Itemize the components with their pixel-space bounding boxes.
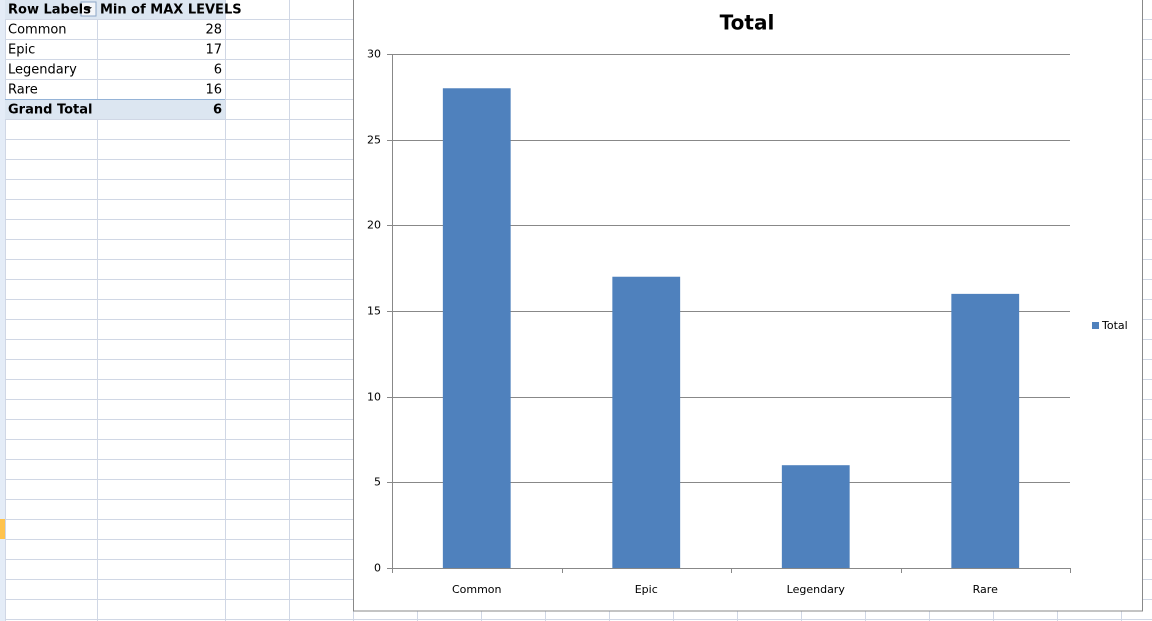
row-header-strip <box>0 0 5 621</box>
bar <box>781 465 850 568</box>
total-label: Grand Total <box>8 103 92 118</box>
y-tick-label: 30 <box>367 48 381 61</box>
header-row-bg <box>5 0 225 19</box>
y-tick-label: 0 <box>374 562 381 575</box>
row-label: Rare <box>8 83 38 98</box>
x-tick-label: Common <box>452 583 502 596</box>
x-tick-label: Rare <box>973 583 998 596</box>
legend-swatch <box>1092 322 1099 329</box>
row-label: Epic <box>8 43 35 58</box>
table-header: Min of MAX LEVELS <box>100 3 242 18</box>
bar <box>951 293 1020 568</box>
row-label: Legendary <box>8 63 77 78</box>
active-row-marker <box>0 519 5 539</box>
y-tick-label: 25 <box>367 134 381 147</box>
row-value: 6 <box>214 63 222 78</box>
filter-arrow <box>85 7 92 11</box>
row-label: Common <box>8 23 67 38</box>
x-tick-label: Legendary <box>787 583 846 596</box>
chart-title: Total <box>720 11 775 35</box>
y-tick-label: 20 <box>367 219 381 232</box>
y-tick-label: 5 <box>374 476 381 489</box>
x-tick-label: Epic <box>635 583 658 596</box>
row-value: 28 <box>205 23 222 38</box>
y-tick-label: 15 <box>367 305 381 318</box>
row-value: 17 <box>205 43 222 58</box>
y-tick-label: 10 <box>367 391 381 404</box>
bar <box>612 276 681 568</box>
bar <box>442 88 511 569</box>
row-value: 16 <box>205 83 222 98</box>
table-header: Row Labels <box>8 3 91 18</box>
legend-label: Total <box>1101 319 1128 332</box>
total-value: 6 <box>213 103 222 118</box>
total-row-bg <box>5 99 225 119</box>
